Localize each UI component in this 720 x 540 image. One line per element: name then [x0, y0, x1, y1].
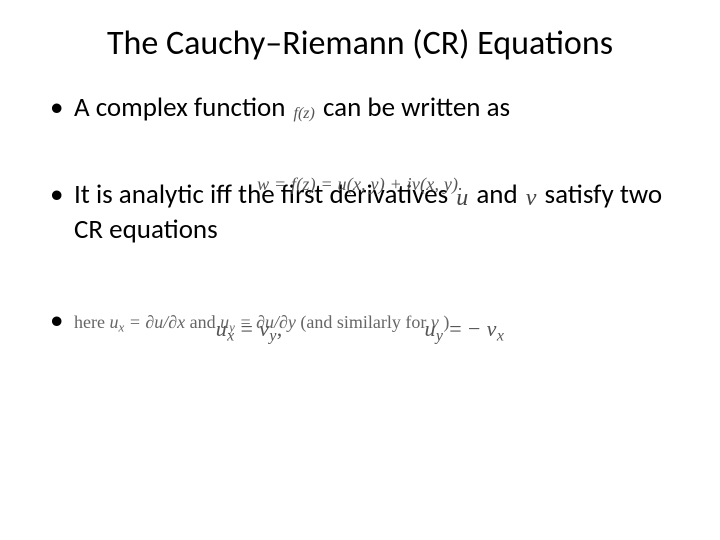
eq2b-lhs: u: [425, 316, 436, 341]
eq2b-eq: = −: [449, 316, 481, 341]
bullet-1-text-b: can be written as: [323, 91, 510, 124]
equation-1-row: w = f(z) = u(x, y) + iv(x, y).: [0, 174, 720, 195]
bullet-1: A complex function f(z) can be written a…: [50, 91, 690, 126]
eq2b-sub1: y: [436, 327, 443, 344]
eq2b-sub2: x: [497, 327, 504, 344]
bullet-list: A complex function f(z) can be written a…: [30, 91, 690, 338]
eq2a-lhs: u: [216, 316, 227, 341]
eq2b-rhs: v: [487, 316, 497, 341]
eq2a-eq: =: [240, 316, 259, 341]
equation-1: w = f(z) = u(x, y) + iv(x, y).: [257, 174, 463, 194]
equation-2: ux = vy, uy = − vx: [216, 316, 505, 345]
slide-title: The Cauchy–Riemann (CR) Equations: [30, 24, 690, 63]
eq2a-rhs: v: [259, 316, 269, 341]
eq2a-comma: ,: [277, 316, 283, 341]
equation-2-row: ux = vy, uy = − vx: [0, 316, 720, 345]
slide-container: The Cauchy–Riemann (CR) Equations A comp…: [0, 0, 720, 540]
equation-2b: uy = − vx: [425, 316, 505, 345]
bullet-1-text-a: A complex function: [74, 91, 292, 124]
equation-2a: ux = vy,: [216, 316, 283, 345]
eq2a-sub1: x: [227, 327, 234, 344]
eq2a-sub2: y: [269, 327, 276, 344]
inline-math-fz: f(z): [292, 105, 317, 122]
